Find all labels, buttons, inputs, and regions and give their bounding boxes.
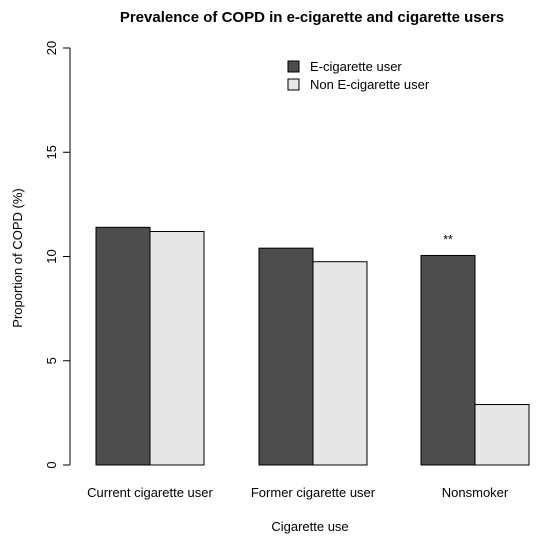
x-tick-label: Former cigarette user xyxy=(251,485,376,500)
x-tick-labels: Current cigarette user Former cigarette u… xyxy=(87,485,509,500)
y-tick-label: 20 xyxy=(44,41,59,55)
y-tick-label: 0 xyxy=(44,461,59,468)
legend-swatch xyxy=(287,60,300,73)
x-axis-label: Cigarette use xyxy=(271,519,348,534)
legend-swatch xyxy=(287,78,300,91)
y-tick-label: 10 xyxy=(44,249,59,263)
legend-label: E-cigarette user xyxy=(310,59,402,74)
annotations: ** xyxy=(443,232,453,246)
chart-title: Prevalence of COPD in e-cigarette and ci… xyxy=(120,9,504,26)
y-tick-label: 5 xyxy=(44,357,59,364)
bar xyxy=(149,230,205,466)
legend: E-cigarette user Non E-cigarette user xyxy=(287,59,430,92)
y-tick-label: 15 xyxy=(44,145,59,159)
x-tick-label: Current cigarette user xyxy=(87,485,213,500)
bar xyxy=(258,247,314,466)
x-tick-label: Nonsmoker xyxy=(442,485,509,500)
bar xyxy=(420,254,476,466)
y-axis-label: Proportion of COPD (%) xyxy=(10,188,25,327)
bar xyxy=(312,261,368,466)
legend-label: Non E-cigarette user xyxy=(310,77,430,92)
y-axis: 0 5 10 15 20 xyxy=(44,41,71,469)
bars xyxy=(95,226,530,466)
bar xyxy=(474,404,530,466)
significance-annotation: ** xyxy=(443,232,453,246)
bar xyxy=(95,226,151,466)
